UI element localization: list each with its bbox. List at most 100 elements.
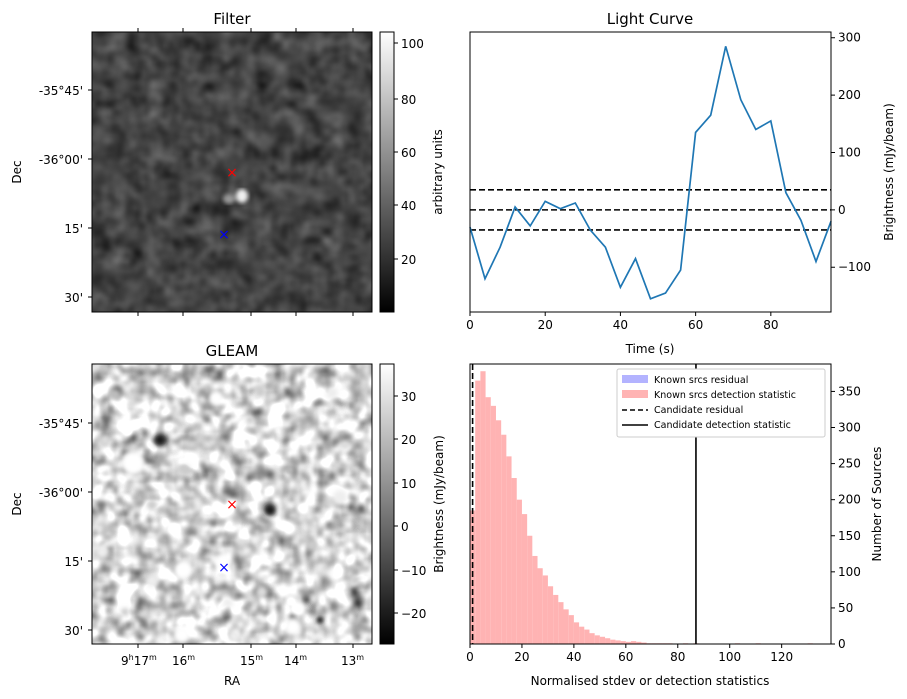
y-tick-label: 200	[838, 88, 861, 102]
x-tick-label: 100	[718, 650, 741, 664]
histogram-bar	[589, 633, 595, 644]
light-curve-panel: Light Curve 0 20 40 60 80 300 200 100 0 −100 Time…	[466, 10, 896, 356]
histogram-bar	[620, 641, 626, 644]
histogram-bar	[594, 635, 600, 644]
filter-colorbar-label: arbitrary units	[431, 129, 445, 215]
histogram-bar	[558, 602, 564, 644]
histogram-bar	[506, 456, 512, 644]
y-tick-label: −100	[838, 260, 871, 274]
histogram-bar	[537, 568, 543, 644]
histogram-panel: 0 20 40 60 80 100 120 350 300 250 200 150 100 50 0 Nor…	[466, 363, 884, 688]
x-tick-label: 0	[466, 650, 474, 664]
gleam-ra-tick-label: 13m	[341, 653, 364, 668]
gleam-colorbar-tick-label: 30	[401, 390, 416, 404]
gleam-ra-tick-label: 15m	[240, 653, 263, 668]
histogram-bar	[495, 420, 502, 644]
y-tick-label: 100	[838, 145, 861, 159]
light-curve-frame	[469, 31, 832, 313]
histogram-ylabel: Number of Sources	[870, 447, 884, 562]
histogram-bar	[485, 397, 491, 644]
filter-ylabel: Dec	[10, 160, 24, 183]
histogram-bar	[511, 478, 517, 644]
histogram-bar	[631, 641, 637, 644]
filter-dec-tick-label: 15'	[64, 222, 83, 236]
histogram-bar	[568, 615, 574, 644]
histogram-bar	[605, 638, 611, 644]
histogram-bar	[532, 555, 538, 644]
histogram-bar	[553, 594, 559, 644]
filter-candidate-marker: ×	[226, 165, 238, 181]
filter-colorbar-tick-label: 60	[401, 146, 416, 160]
histogram-bar	[470, 510, 476, 644]
filter-dec-tick-label: -36°00'	[39, 153, 83, 167]
y-tick-label: 300	[838, 421, 861, 435]
light-curve-title: Light Curve	[607, 10, 693, 28]
histogram-bar	[625, 641, 632, 644]
light-curve-line	[469, 46, 832, 300]
x-tick-label: 80	[763, 318, 778, 332]
filter-colorbar	[379, 31, 395, 313]
filter-image-noise	[92, 32, 372, 312]
legend-label: Known srcs detection statistic	[654, 390, 796, 401]
gleam-dec-tick-label: 30'	[64, 624, 83, 638]
filter-dec-tick-label: 30'	[64, 291, 83, 305]
histogram-bar	[516, 499, 522, 644]
gleam-colorbar-tick-label: −20	[401, 607, 426, 621]
y-tick-label: 50	[838, 601, 853, 615]
histogram-bar	[542, 575, 548, 644]
legend-label: Candidate detection statistic	[654, 420, 791, 431]
legend-label: Known srcs residual	[654, 375, 748, 386]
x-tick-label: 60	[618, 650, 633, 664]
histogram-bar	[573, 622, 580, 644]
light-curve-plot: 0 20 40 60 80 300 200 100 0 −100	[466, 31, 871, 332]
histogram-bar	[547, 586, 554, 644]
gleam-colorbar-tick-label: −10	[401, 564, 426, 578]
histogram-frame	[469, 363, 832, 645]
filter-colorbar-tick-label: 20	[401, 253, 416, 267]
light-curve-ylabel: Brightness (mJy/beam)	[882, 103, 896, 241]
filter-ra-ticks	[137, 28, 354, 316]
y-tick-label: 350	[838, 384, 861, 398]
gleam-candidate-marker: ×	[226, 497, 238, 513]
histogram-bar	[615, 640, 621, 644]
y-tick-label: 300	[838, 31, 861, 45]
gleam-title: GLEAM	[206, 342, 259, 360]
histogram-plot: 0 20 40 60 80 100 120 350 300 250 200 150 100 50 0	[466, 364, 861, 664]
legend-label: Candidate residual	[654, 405, 743, 416]
histogram-bar	[480, 371, 486, 644]
legend-box	[616, 368, 826, 438]
legend-swatch-known-detection	[622, 390, 648, 398]
histogram-bar	[636, 641, 642, 644]
gleam-frame	[91, 363, 373, 645]
histogram-bar	[579, 626, 585, 644]
histogram-bar	[521, 514, 528, 644]
x-tick-label: 0	[466, 318, 474, 332]
histogram-xlabel: Normalised stdev or detection statistics	[531, 674, 770, 688]
filter-frame	[91, 31, 373, 313]
gleam-colorbar-tick-label: 0	[401, 520, 409, 534]
gleam-dec-ticks: -35°45' -36°00' 15' 30'	[39, 417, 92, 638]
histogram-bar	[610, 639, 616, 644]
gleam-dec-tick-label: -36°00'	[39, 486, 83, 500]
histogram-bar	[584, 629, 590, 644]
y-tick-label: 250	[838, 457, 861, 471]
filter-panel: Filter × × -35°45' -36°00' 15' 30'	[10, 10, 445, 316]
gleam-known-marker: ×	[218, 560, 230, 576]
gleam-ra-tick-label: 16m	[172, 653, 195, 668]
histogram-bar	[490, 405, 496, 644]
filter-colorbar-tick-label: 40	[401, 199, 416, 213]
gleam-ra-tick-label: 14m	[284, 653, 307, 668]
gleam-colorbar-label: Brightness (mJy/beam)	[432, 435, 446, 573]
light-curve-xlabel: Time (s)	[625, 342, 675, 356]
gleam-colorbar-ticks: 30 20 10 0 −10 −20	[394, 390, 426, 621]
gleam-ylabel: Dec	[10, 492, 24, 515]
y-tick-label: 0	[838, 637, 846, 651]
gleam-xlabel: RA	[224, 674, 241, 688]
gleam-dec-tick-label: -35°45'	[39, 417, 83, 431]
filter-colorbar-ticks: 100 80 60 40 20	[394, 37, 424, 267]
gleam-ra-ticks: 9h17m 16m 15m 14m 13m	[121, 644, 364, 668]
gleam-ra-tick-label: 9h17m	[121, 653, 157, 668]
y-tick-label: 150	[838, 529, 861, 543]
histogram-bar	[475, 380, 481, 644]
